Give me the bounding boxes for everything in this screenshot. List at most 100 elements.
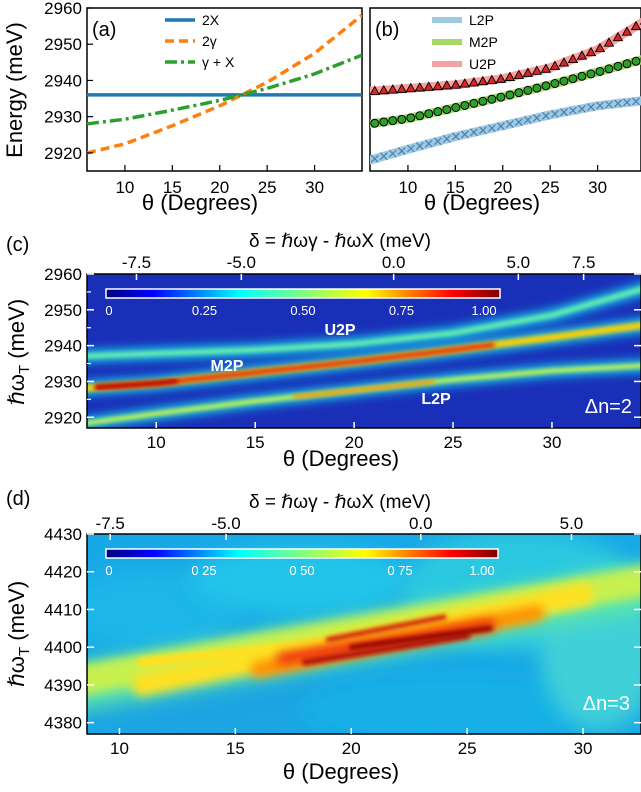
data-point bbox=[594, 42, 606, 53]
panel-d-annotation: Δn=3 bbox=[583, 693, 630, 715]
data-point bbox=[486, 74, 498, 84]
data-point bbox=[569, 106, 577, 115]
data-point bbox=[433, 137, 442, 146]
colorbar-tick-label: 1.00 bbox=[469, 563, 494, 578]
legend-label: 2γ bbox=[202, 33, 217, 49]
colorbar-tick-label: 0.75 bbox=[389, 303, 414, 318]
data-point bbox=[603, 37, 615, 47]
data-point bbox=[523, 116, 532, 124]
data-point bbox=[612, 31, 624, 42]
data-point bbox=[378, 84, 390, 95]
x-tick-label: 15 bbox=[246, 433, 265, 452]
top-tick-label: 0.0 bbox=[409, 514, 433, 533]
top-tick-label: -5.0 bbox=[211, 514, 240, 533]
intensity-band bbox=[94, 379, 178, 390]
legend-label: M2P bbox=[469, 34, 498, 50]
legend-label: L2P bbox=[469, 12, 494, 28]
y-tick-label: 2920 bbox=[44, 408, 82, 427]
colorbar-tick-label: 0 75 bbox=[387, 563, 412, 578]
data-point bbox=[550, 79, 560, 89]
data-point bbox=[451, 103, 461, 113]
data-point bbox=[585, 46, 597, 57]
y-tick-label: 4400 bbox=[44, 638, 82, 657]
data-point bbox=[621, 26, 633, 36]
panel-c-annotation: Δn=2 bbox=[585, 396, 632, 418]
panel-c-heatmap bbox=[87, 274, 641, 428]
data-point bbox=[559, 108, 568, 117]
top-tick-label: 0.0 bbox=[382, 253, 406, 272]
x-tick-label: 10 bbox=[398, 178, 417, 197]
panel-b-label: (b) bbox=[375, 19, 399, 41]
panel-d-xlabel: θ (Degrees) bbox=[283, 759, 399, 784]
colorbar-tick-label: 0.25 bbox=[192, 303, 217, 318]
data-point bbox=[406, 144, 415, 153]
data-point bbox=[405, 82, 417, 93]
y-tick-label: 2960 bbox=[44, 0, 82, 18]
data-point bbox=[469, 128, 478, 137]
panel-c-xlabel: θ (Degrees) bbox=[283, 446, 399, 471]
colorbar-tick-label: 0 bbox=[105, 563, 112, 578]
panel-d-frame bbox=[86, 533, 641, 735]
data-point bbox=[406, 113, 416, 123]
branch-label-m2p: M2P bbox=[211, 358, 244, 375]
x-tick-label: 30 bbox=[574, 739, 593, 758]
panel-c: (c) δ = ℏωγ - ℏωX (meV) 0 0.25 0.50 0.75 1.0… bbox=[4, 231, 641, 471]
top-tick-label: 7.5 bbox=[572, 253, 596, 272]
data-point bbox=[370, 118, 380, 128]
data-point bbox=[460, 100, 470, 110]
data-point bbox=[587, 103, 595, 111]
x-tick-label: 10 bbox=[115, 178, 134, 197]
y-tick-label: 2930 bbox=[44, 108, 82, 127]
data-point bbox=[568, 74, 578, 84]
data-point bbox=[468, 76, 480, 87]
data-point bbox=[433, 107, 443, 117]
y-tick-label: 2940 bbox=[44, 71, 82, 90]
data-point bbox=[379, 152, 388, 161]
top-tick-label: -5.0 bbox=[227, 253, 256, 272]
data-point bbox=[477, 75, 489, 86]
data-point bbox=[469, 98, 479, 108]
data-point bbox=[370, 85, 381, 95]
panel-d-colorbar bbox=[105, 548, 499, 559]
data-point bbox=[622, 59, 632, 69]
series-line-2 bbox=[87, 53, 362, 126]
top-tick-label: -7.5 bbox=[96, 514, 125, 533]
panel-a: 10 15 20 25 30 2920 2930 2940 2950 2960 (a) θ (D… bbox=[2, 0, 363, 215]
panel-c-colorbar bbox=[105, 288, 501, 299]
y-tick-label: 4430 bbox=[44, 525, 82, 544]
data-point bbox=[577, 71, 587, 81]
x-tick-label: 10 bbox=[110, 739, 129, 758]
data-point bbox=[396, 83, 408, 93]
data-point bbox=[532, 83, 542, 93]
data-point bbox=[478, 126, 487, 135]
data-point bbox=[514, 88, 524, 98]
data-point bbox=[397, 114, 407, 124]
x-tick-label: 15 bbox=[163, 178, 182, 197]
data-point bbox=[576, 50, 588, 60]
x-tick-label: 15 bbox=[446, 178, 465, 197]
data-point bbox=[596, 101, 604, 110]
background-patch bbox=[190, 545, 410, 615]
legend-label: γ + X bbox=[202, 54, 235, 70]
panel-b: 10 15 20 25 30 (b) θ (Degrees) L2P M2P U2P bbox=[369, 7, 641, 215]
panel-a-frame bbox=[86, 7, 363, 172]
top-tick-label: 5.0 bbox=[507, 253, 531, 272]
y-tick-label: 4380 bbox=[44, 714, 82, 733]
data-point bbox=[423, 81, 435, 91]
intensity-band bbox=[87, 286, 641, 359]
branch-label-u2p: U2P bbox=[324, 322, 355, 339]
data-point bbox=[623, 98, 631, 107]
data-point bbox=[487, 124, 496, 133]
data-point bbox=[532, 113, 541, 122]
y-tick-label: 2920 bbox=[44, 144, 82, 163]
panel-a-label: (a) bbox=[92, 19, 116, 41]
data-point bbox=[604, 64, 614, 74]
intensity-band bbox=[325, 614, 447, 643]
top-tick-label: -7.5 bbox=[122, 253, 151, 272]
data-point bbox=[505, 90, 515, 100]
data-point bbox=[631, 56, 641, 66]
panel-a-xlabel: θ (Degrees) bbox=[142, 190, 258, 215]
data-point bbox=[558, 57, 570, 67]
branch-label-l2p: L2P bbox=[421, 391, 451, 408]
data-point bbox=[450, 79, 462, 89]
